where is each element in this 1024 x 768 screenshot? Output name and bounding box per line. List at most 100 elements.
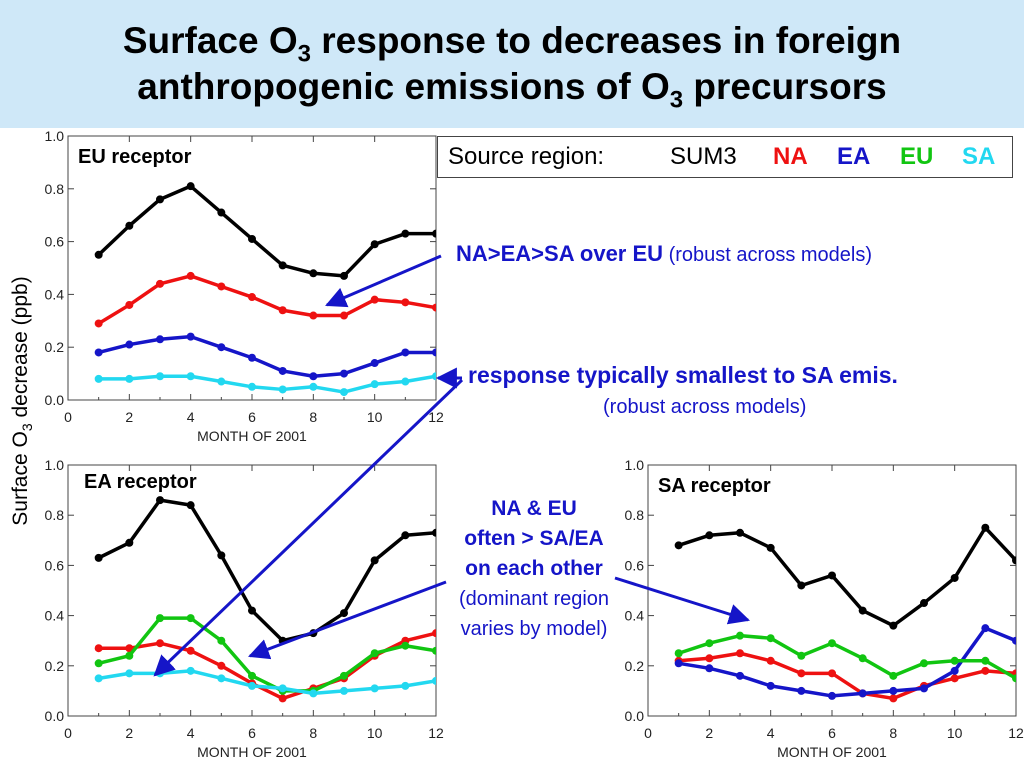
eu-point-sum3 — [248, 234, 256, 243]
eu-point-na — [370, 295, 379, 304]
eu-point-ea — [432, 348, 436, 357]
legend-entry-na: NA — [773, 143, 808, 170]
sa-x-axis-label: MONTH OF 2001 — [777, 744, 887, 760]
sa-point-ea — [920, 684, 928, 693]
ea-point-sa — [432, 676, 436, 685]
sa-y-tick-label: 0.0 — [625, 708, 645, 724]
sa-point-na — [736, 649, 744, 658]
sa-point-eu — [797, 651, 806, 660]
eu-point-ea — [401, 348, 410, 357]
eu-point-na — [217, 282, 226, 291]
ea-point-eu — [217, 636, 226, 645]
note-sa-smallest: response typically smallest to SA emis. — [468, 362, 898, 388]
eu-point-na — [309, 311, 318, 320]
eu-line-sa — [98, 374, 436, 394]
sa-point-ea — [766, 681, 775, 690]
ea-y-tick-label: 1.0 — [45, 457, 65, 473]
eu-y-tick-label: 0.6 — [45, 234, 65, 250]
eu-point-ea — [248, 353, 256, 362]
ea-point-sum3 — [217, 551, 226, 560]
sa-point-ea — [1012, 636, 1016, 645]
legend-heading: Source region: — [448, 143, 605, 170]
arrow-note2-to-ea-sa — [153, 378, 464, 677]
ea-receptor-label: EA receptor — [84, 471, 197, 493]
sa-point-sum3 — [797, 581, 806, 590]
ea-series-na — [94, 629, 436, 703]
sa-x-tick-label: 0 — [644, 725, 652, 741]
ea-x-tick-label: 12 — [428, 725, 444, 741]
ea-point-sum3 — [248, 606, 256, 615]
eu-point-ea — [309, 372, 318, 381]
sa-point-eu — [736, 631, 744, 640]
eu-point-na — [125, 300, 134, 309]
sa-point-sum3 — [705, 531, 714, 540]
eu-point-sa — [186, 372, 195, 381]
ea-point-sum3 — [186, 501, 195, 510]
eu-y-tick-label: 1.0 — [45, 128, 65, 144]
eu-point-sa — [94, 374, 103, 383]
sa-point-sum3 — [674, 541, 683, 550]
sa-point-ea — [858, 689, 867, 698]
ea-point-sa — [248, 681, 256, 690]
eu-receptor-chart: 0 2 4 6 8 10 12 0.0 0.2 0.4 0.6 0.8 1.0 MONTH OF 2001 — [45, 128, 444, 444]
sa-point-sum3 — [950, 573, 959, 582]
ea-point-na — [94, 644, 103, 653]
eu-point-na — [432, 303, 436, 312]
eu-point-na — [248, 293, 256, 302]
sa-x-tick-label: 10 — [947, 725, 963, 741]
eu-x-tick-label: 0 — [64, 409, 72, 425]
eu-point-sum3 — [278, 261, 287, 270]
sa-series-sum3 — [674, 523, 1016, 630]
source-region-legend: Source region: SUM3 NA EA EU SA — [437, 136, 1013, 178]
eu-x-tick-label: 10 — [367, 409, 383, 425]
eu-point-ea — [94, 348, 103, 357]
sa-point-sum3 — [828, 571, 836, 580]
sa-line-na — [678, 651, 1016, 701]
title-line-1: Surface O3 response to decreases in fore… — [122, 20, 902, 68]
sa-point-eu — [1012, 674, 1016, 683]
eu-x-axis-label: MONTH OF 2001 — [197, 428, 307, 444]
ea-point-sum3 — [125, 538, 134, 547]
eu-point-na — [340, 311, 348, 320]
sa-x-tick-label: 6 — [828, 725, 836, 741]
eu-point-ea — [186, 332, 195, 341]
sa-x-tick-label: 2 — [705, 725, 713, 741]
eu-point-ea — [156, 335, 164, 344]
ea-line-sum3 — [97, 498, 436, 643]
note-sa-robust: (robust across models) — [603, 396, 807, 418]
sa-point-ea — [828, 691, 836, 700]
eu-y-tick-label: 0.0 — [45, 392, 65, 408]
sa-point-na — [950, 674, 959, 683]
eu-point-na — [401, 298, 410, 307]
eu-series-na — [94, 271, 436, 328]
ea-point-eu — [340, 671, 348, 680]
ea-point-eu — [156, 614, 164, 623]
sa-x-tick-label: 8 — [889, 725, 897, 741]
slide-title: Surface O3 response to decreases in fore… — [0, 18, 1024, 112]
eu-point-sa — [340, 388, 348, 397]
ea-point-sum3 — [156, 496, 164, 505]
sa-point-na — [705, 654, 714, 663]
ea-y-tick-label: 0.6 — [45, 557, 65, 573]
ea-point-sa — [94, 674, 103, 683]
sa-point-sum3 — [1012, 556, 1016, 565]
eu-point-sum3 — [370, 240, 379, 249]
ea-point-sum3 — [432, 528, 436, 537]
ea-y-tick-label: 0.2 — [45, 658, 65, 674]
eu-series-sa — [94, 372, 436, 397]
sa-y-tick-label: 0.4 — [625, 608, 645, 624]
eu-point-sum3 — [156, 195, 164, 204]
eu-point-sum3 — [186, 182, 195, 191]
ea-x-tick-label: 6 — [248, 725, 256, 741]
eu-point-sa — [370, 380, 379, 389]
sa-point-sum3 — [981, 523, 990, 532]
eu-point-na — [94, 319, 103, 328]
eu-series-sum3 — [94, 182, 436, 280]
legend-entry-sa: SA — [962, 143, 996, 170]
ea-line-eu — [98, 616, 436, 693]
sa-point-sum3 — [736, 528, 744, 537]
ea-point-sa — [217, 674, 226, 683]
eu-point-ea — [340, 369, 348, 378]
ea-point-na — [156, 639, 164, 648]
ea-point-sa — [370, 684, 379, 693]
